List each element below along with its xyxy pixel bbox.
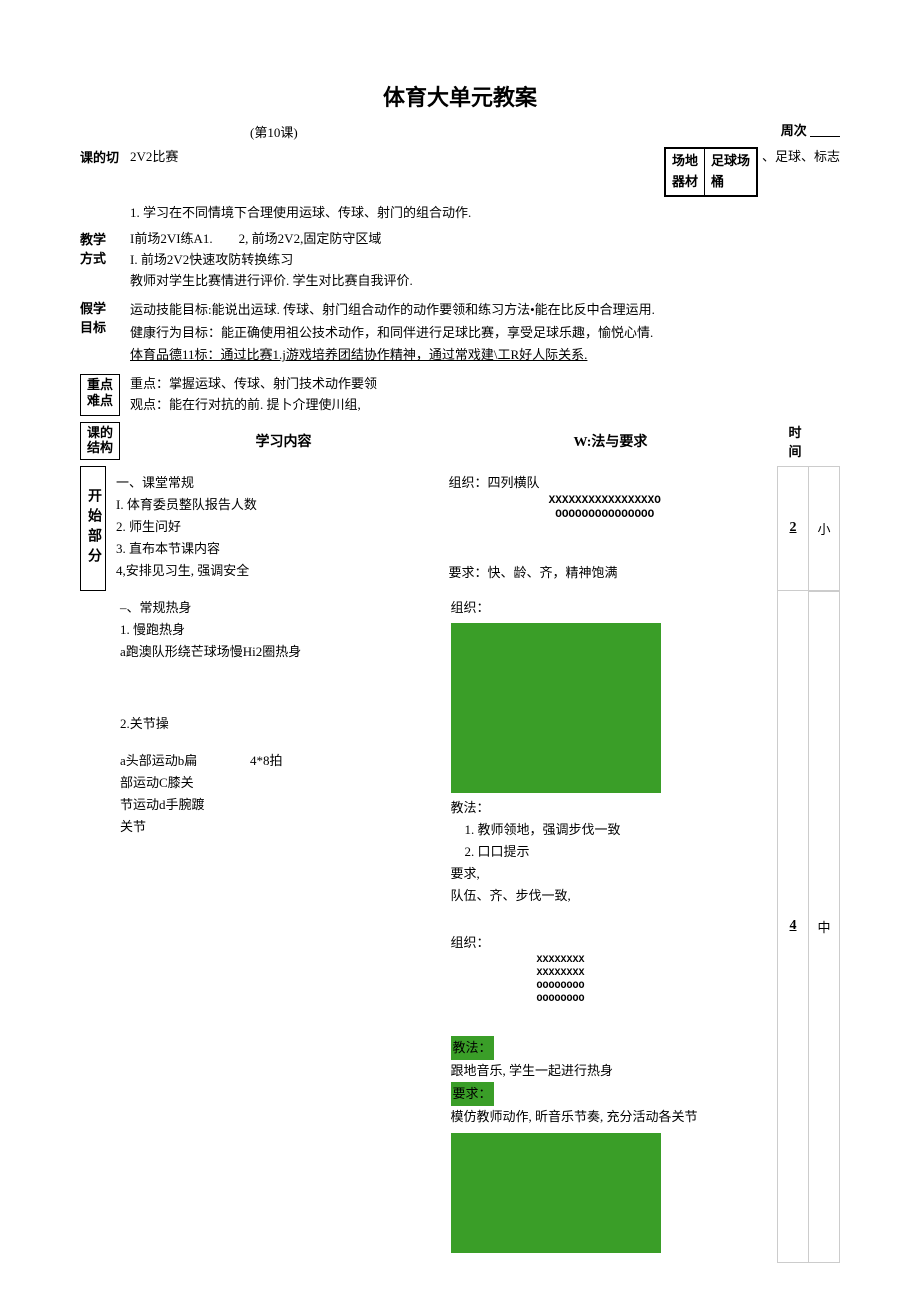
start-item-4: 4,安排见习生, 强调安全 <box>116 560 429 582</box>
key-line-1: 重点：掌握运球、传球、射门技术动作要领 <box>130 374 840 395</box>
start-item-1: I. 体育委员整队报告人数 <box>116 494 429 516</box>
warmup-sub1-detail: a跑澳队形绕芒球场慢Hi2圈热身 <box>120 641 431 663</box>
start-time-cell: 2 <box>777 466 809 591</box>
objective-intro: 1. 学习在不同情境下合理使用运球、传球、射门的组合动作. <box>130 203 840 224</box>
warmup-org2-label: 组织： <box>451 932 762 954</box>
tm-line-2: I. 前场2V2快速攻防转换练习 <box>130 250 840 271</box>
tm-line-1: I前场2VI练A1. 2, 前场2V2,固定防守区域 <box>130 229 840 250</box>
course-topic-label: 课的切 <box>80 147 130 166</box>
teaching-method-label: 教学 方式 <box>80 229 130 267</box>
teaching-method-content: I前场2VI练A1. 2, 前场2V2,固定防守区域 I. 前场2V2快速攻防转… <box>130 229 840 291</box>
structure-label: 课的 结构 <box>80 422 120 460</box>
venue-extra: 、足球、标志 <box>762 147 840 168</box>
col1-header: 学习内容 <box>120 431 447 451</box>
warmup-right-content: 组织： 教法： 1. 教师领地，强调步伐一致 2. 口口提示 要求, 队伍、齐、… <box>441 591 772 1263</box>
goal-line-1: 运动技能目标:能说出运球. 传球、射门组合动作的动作要领和练习方法•能在比反中合… <box>130 300 840 321</box>
start-routine-title: 一、课堂常规 <box>116 472 429 494</box>
tm-line-3: 教师对学生比赛情进行评价. 学生对比赛自我评价. <box>130 271 840 292</box>
goal-line-2: 健康行为目标：能正确使用祖公技术动作，和同伴进行足球比赛，享受足球乐趣，愉悦心情… <box>130 323 840 344</box>
warmup-method2-label: 教法： <box>451 1036 762 1060</box>
formation-pattern-1: XXXXXXXXXXXXXXXXO OOOOOOOOOOOOOOO <box>449 494 762 523</box>
venue-label: 场地 器材 <box>665 149 704 196</box>
start-section-label: 开始部分 <box>80 466 106 591</box>
col2-header: W:法与要求 <box>447 431 774 451</box>
warmup-req2-label: 要求： <box>451 1082 762 1106</box>
venue-table: 场地 器材 足球场 桶 <box>664 147 758 197</box>
warmup-method-label: 教法： <box>451 797 762 819</box>
warmup-intensity-cell: 中 <box>809 591 840 1263</box>
warmup-req-text: 队伍、齐、步伐一致, <box>451 885 762 907</box>
start-intensity-cell: 小 <box>809 466 840 591</box>
warmup-method-1: 1. 教师领地，强调步伐一致 <box>451 819 762 841</box>
warmup-title: –、常规热身 <box>120 597 431 619</box>
week-underline <box>810 136 840 137</box>
green-diagram-2 <box>451 1133 661 1253</box>
joint-count: 4*8拍 <box>230 750 283 838</box>
warmup-method2-text: 跟地音乐, 学生一起进行热身 <box>451 1060 762 1082</box>
warmup-sub1: 1. 慢跑热身 <box>120 619 431 641</box>
course-topic-value: 2V2比赛 <box>130 147 664 168</box>
green-diagram-1 <box>451 623 661 793</box>
venue-value: 足球场 桶 <box>704 149 756 196</box>
formation-pattern-2: XXXXXXXX XXXXXXXX OOOOOOOO OOOOOOOO <box>511 954 611 1006</box>
warmup-org-label: 组织： <box>451 597 762 619</box>
start-item-2: 2. 师生问好 <box>116 516 429 538</box>
start-right-content: 组织：四列横队 XXXXXXXXXXXXXXXXO OOOOOOOOOOOOOO… <box>439 466 772 591</box>
warmup-req2-text: 模仿教师动作, 昕音乐节奏, 充分活动各关节 <box>451 1106 762 1128</box>
warmup-time-cell: 4 <box>777 591 809 1263</box>
warmup-method-2: 2. 口口提示 <box>451 841 762 863</box>
keypoints-label: 重点 难点 <box>80 374 120 416</box>
start-left-content: 一、课堂常规 I. 体育委员整队报告人数 2. 师生问好 3. 直布本节课内容 … <box>106 466 439 591</box>
extra-header <box>810 422 840 460</box>
start-item-3: 3. 直布本节课内容 <box>116 538 429 560</box>
start-org-label: 组织：四列横队 <box>449 472 762 494</box>
goals-label: 假学 目标 <box>80 298 130 336</box>
time-header: 时 间 <box>780 422 810 460</box>
week-label: 周次 <box>781 123 807 138</box>
warmup-sub2: 2.关节操 <box>120 713 431 735</box>
goals-content: 运动技能目标:能说出运球. 传球、射门组合动作的动作要领和练习方法•能在比反中合… <box>130 298 840 368</box>
goal-line-3: 体育品德11标：通过比赛1.j游戏培养团结协作精神，通过常戏建\工R好人际关系. <box>130 345 840 366</box>
keypoints-content: 重点：掌握运球、传球、射门技术动作要领 观点：能在行对抗的前. 提卜介理使川组, <box>120 374 840 416</box>
joint-items: a头部运动b扁 部运动C膝关 节运动d手腕踱 关节 <box>120 750 230 838</box>
warmup-req-label: 要求, <box>451 863 762 885</box>
warmup-left-content: –、常规热身 1. 慢跑热身 a跑澳队形绕芒球场慢Hi2圈热身 2.关节操 a头… <box>80 591 441 1263</box>
start-req: 要求：快、龄、齐，精神饱满 <box>449 562 762 584</box>
page-title: 体育大单元教案 <box>80 80 840 112</box>
lesson-number: (第10课) <box>250 122 298 141</box>
key-line-2: 观点：能在行对抗的前. 提卜介理使川组, <box>130 395 840 416</box>
